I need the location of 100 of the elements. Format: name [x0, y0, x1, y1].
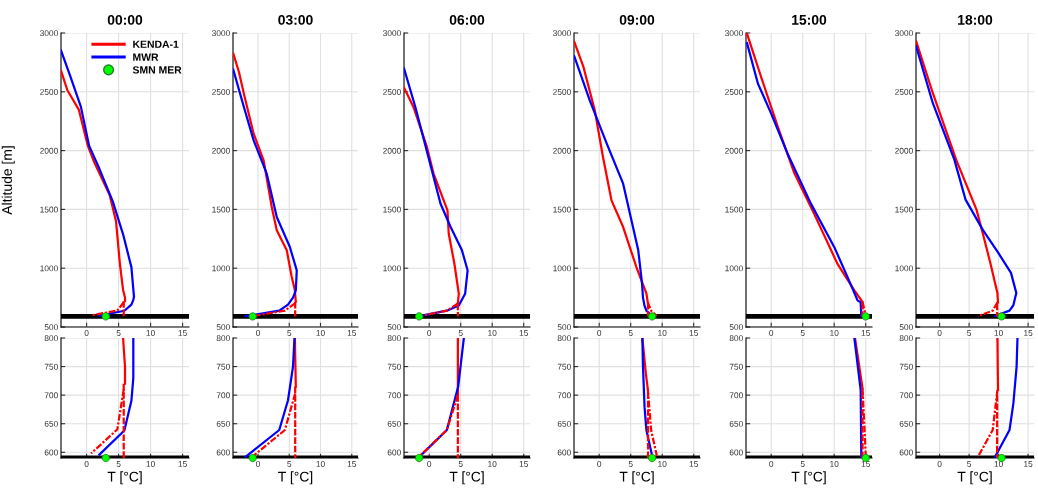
y-tick-label: 600 — [557, 449, 571, 456]
x-tick-label: 10 — [316, 461, 325, 467]
x-tick-label: 10 — [488, 330, 497, 336]
y-tick-label: 600 — [729, 449, 743, 456]
chart-title: 15:00 — [792, 14, 827, 25]
x-tick-label: 10 — [830, 461, 839, 467]
x-tick-label: 5 — [458, 461, 463, 467]
y-tick-label: 1500 — [895, 206, 913, 213]
y-tick-label: 1000 — [553, 265, 571, 272]
x-tick-label: 5 — [287, 330, 292, 336]
x-tick-label: 5 — [628, 330, 633, 336]
x-axis-title: T [°C] — [107, 471, 142, 485]
x-tick-label: 10 — [316, 330, 325, 336]
x-tick-label: 0 — [84, 461, 89, 467]
y-tick-label: 500 — [216, 324, 230, 331]
y-tick-label: 3000 — [725, 30, 743, 37]
x-tick-label: 10 — [830, 330, 839, 336]
y-tick-label: 750 — [387, 363, 401, 370]
x-tick-label: 15 — [347, 461, 357, 467]
chart-title: 00:00 — [107, 14, 143, 25]
y-tick-label: 600 — [387, 449, 401, 456]
y-tick-label: 500 — [557, 324, 571, 331]
y-tick-label: 1000 — [725, 265, 743, 272]
x-tick-label: 15 — [861, 330, 870, 336]
y-tick-label: 700 — [44, 392, 58, 399]
y-tick-label: 700 — [387, 392, 401, 399]
y-tick-label: 1500 — [383, 206, 401, 213]
y-tick-label: 650 — [387, 420, 401, 427]
y-tick-label: 600 — [44, 449, 58, 456]
y-tick-label: 650 — [557, 420, 571, 427]
x-tick-label: 5 — [287, 461, 292, 467]
y-tick-label: 2000 — [383, 147, 401, 154]
y-tick-label: 2500 — [553, 89, 571, 95]
y-tick-label: 2000 — [212, 147, 230, 154]
y-tick-label: 800 — [387, 335, 401, 342]
y-tick-label: 1000 — [383, 265, 401, 272]
x-tick-label: 0 — [769, 461, 774, 467]
y-tick-label: 650 — [216, 420, 230, 427]
y-tick-label: 800 — [44, 335, 58, 342]
x-tick-label: 15 — [689, 461, 698, 467]
x-tick-label: 0 — [597, 461, 602, 467]
x-tick-label: 15 — [1024, 330, 1033, 336]
x-axis-title: T [°C] — [619, 471, 654, 485]
y-tick-label: 800 — [216, 335, 230, 342]
y-tick-label: 1000 — [40, 265, 58, 272]
y-tick-label: 1500 — [212, 206, 230, 213]
x-tick-label: 5 — [800, 330, 805, 336]
y-tick-label: 1500 — [725, 206, 743, 213]
y-tick-label: 500 — [387, 324, 401, 331]
y-tick-label: 2500 — [383, 89, 401, 95]
y-tick-label: 650 — [44, 420, 58, 427]
x-tick-label: 15 — [178, 461, 187, 467]
y-tick-label: 800 — [899, 335, 913, 342]
y-tick-label: 500 — [729, 324, 743, 331]
x-tick-label: 0 — [769, 330, 774, 336]
x-axis-title: T [°C] — [957, 471, 992, 485]
x-tick-label: 10 — [658, 461, 667, 467]
x-tick-label: 5 — [458, 330, 463, 336]
y-tick-label: 1000 — [895, 265, 913, 272]
y-tick-label: 700 — [899, 392, 913, 399]
y-tick-label: 600 — [899, 449, 913, 456]
x-tick-label: 0 — [427, 330, 432, 336]
x-tick-label: 5 — [967, 461, 972, 467]
x-tick-label: 15 — [689, 330, 698, 336]
y-tick-label: 500 — [899, 324, 913, 331]
y-tick-label: 500 — [44, 324, 58, 331]
legend-label: SMN MER — [132, 66, 182, 74]
x-tick-label: 10 — [658, 330, 667, 336]
y-tick-label: 600 — [216, 449, 230, 456]
x-tick-label: 10 — [994, 461, 1003, 467]
y-tick-label: 800 — [729, 335, 743, 342]
y-tick-label: 3000 — [212, 30, 230, 37]
x-axis-title: T [°C] — [278, 471, 313, 485]
y-tick-label: 750 — [899, 363, 913, 370]
x-tick-label: 15 — [347, 330, 357, 336]
y-tick-label: 2000 — [895, 147, 913, 154]
y-tick-label: 750 — [44, 363, 58, 370]
x-tick-label: 5 — [628, 461, 633, 467]
y-tick-label: 3000 — [40, 30, 58, 37]
y-axis-title: Altitude [m] — [1, 146, 15, 215]
x-tick-label: 10 — [146, 461, 155, 467]
x-tick-label: 15 — [1024, 461, 1033, 467]
x-tick-label: 5 — [800, 461, 805, 467]
y-tick-label: 3000 — [383, 30, 401, 37]
y-tick-label: 3000 — [895, 30, 913, 37]
x-tick-label: 10 — [994, 330, 1003, 336]
y-tick-label: 750 — [729, 363, 743, 370]
y-tick-label: 800 — [557, 335, 571, 342]
x-tick-label: 0 — [937, 461, 942, 467]
x-tick-label: 0 — [937, 330, 942, 336]
y-tick-label: 650 — [729, 420, 743, 427]
chart-title: 18:00 — [958, 14, 993, 25]
x-tick-label: 10 — [146, 330, 155, 336]
x-tick-label: 10 — [488, 461, 497, 467]
y-tick-label: 2500 — [212, 89, 230, 95]
chart-title: 03:00 — [278, 14, 313, 25]
y-tick-label: 700 — [216, 392, 230, 399]
y-tick-label: 1000 — [212, 265, 230, 272]
y-tick-label: 2500 — [895, 89, 913, 95]
y-tick-label: 1500 — [553, 206, 571, 213]
